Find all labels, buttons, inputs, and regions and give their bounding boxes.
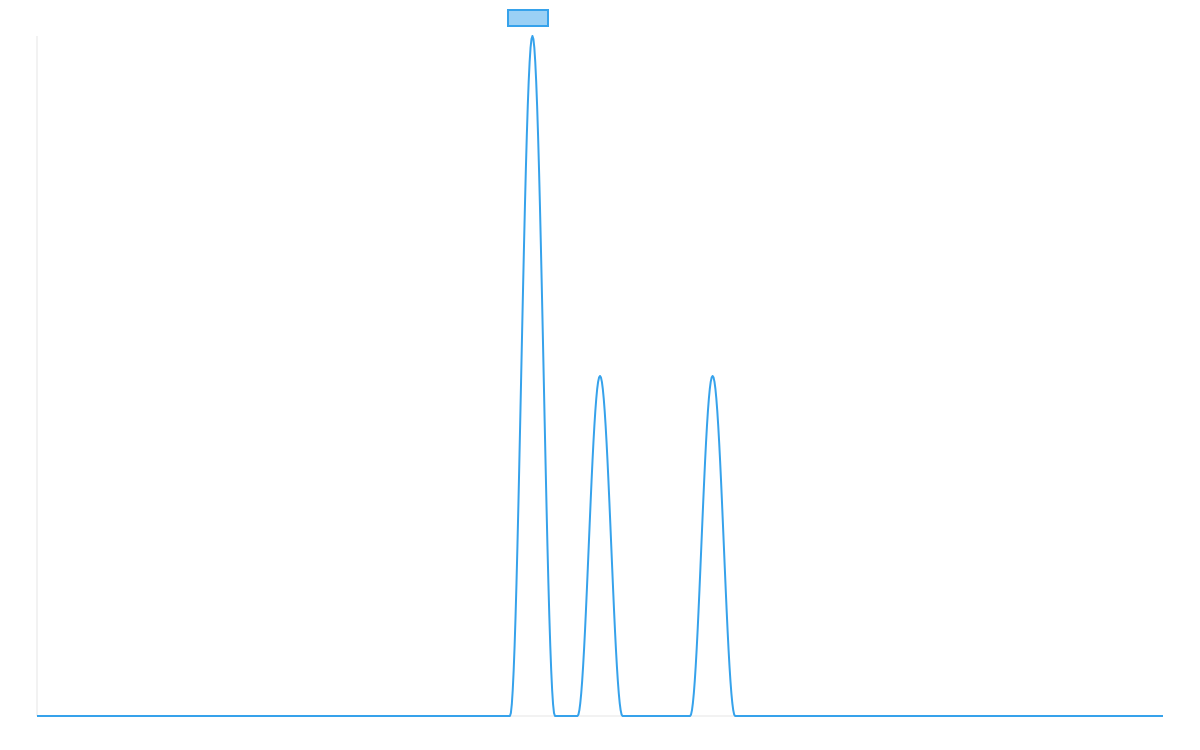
- series-line-0: [36, 35, 1164, 717]
- legend[interactable]: [507, 9, 549, 27]
- series-layer: [36, 35, 1164, 717]
- legend-swatch[interactable]: [507, 9, 549, 27]
